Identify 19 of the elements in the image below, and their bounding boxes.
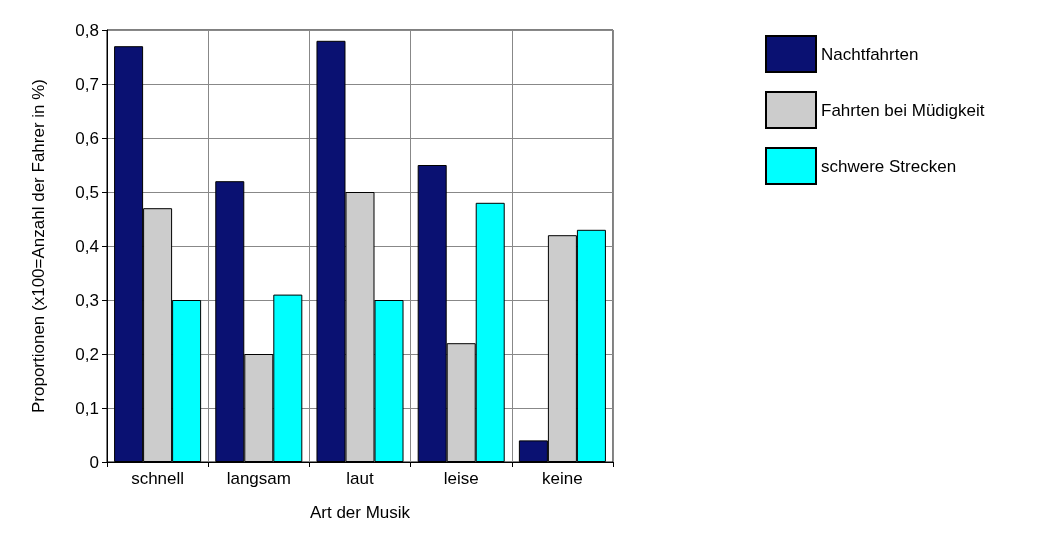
y-tick-label: 0,6 — [75, 128, 99, 148]
y-tick-label: 0,1 — [75, 398, 99, 418]
x-tick-label: schnell — [131, 469, 185, 488]
x-tick-label: keine — [542, 469, 583, 488]
y-tick-label: 0,4 — [75, 236, 99, 256]
y-tick-label: 0 — [89, 452, 99, 472]
x-tick-label: leise — [443, 469, 479, 488]
y-tick-label: 0,7 — [75, 74, 99, 94]
y-tick-label: 0,5 — [75, 182, 99, 202]
x-tick-label: langsam — [226, 469, 291, 488]
y-tick-label: 0,2 — [75, 344, 99, 364]
y-tick-label: 0,3 — [75, 290, 99, 310]
legend-label: Fahrten bei Müdigkeit — [821, 100, 985, 120]
y-axis-title: Proportionen (x100=Anzahl der Fahrer in %) — [29, 78, 48, 414]
y-tick-label: 0,8 — [75, 20, 99, 40]
x-axis-title: Art der Musik — [309, 503, 411, 522]
x-tick-label: laut — [346, 469, 374, 488]
legend-label: schwere Strecken — [821, 156, 957, 176]
legend-label: Nachtfahrten — [821, 44, 919, 64]
